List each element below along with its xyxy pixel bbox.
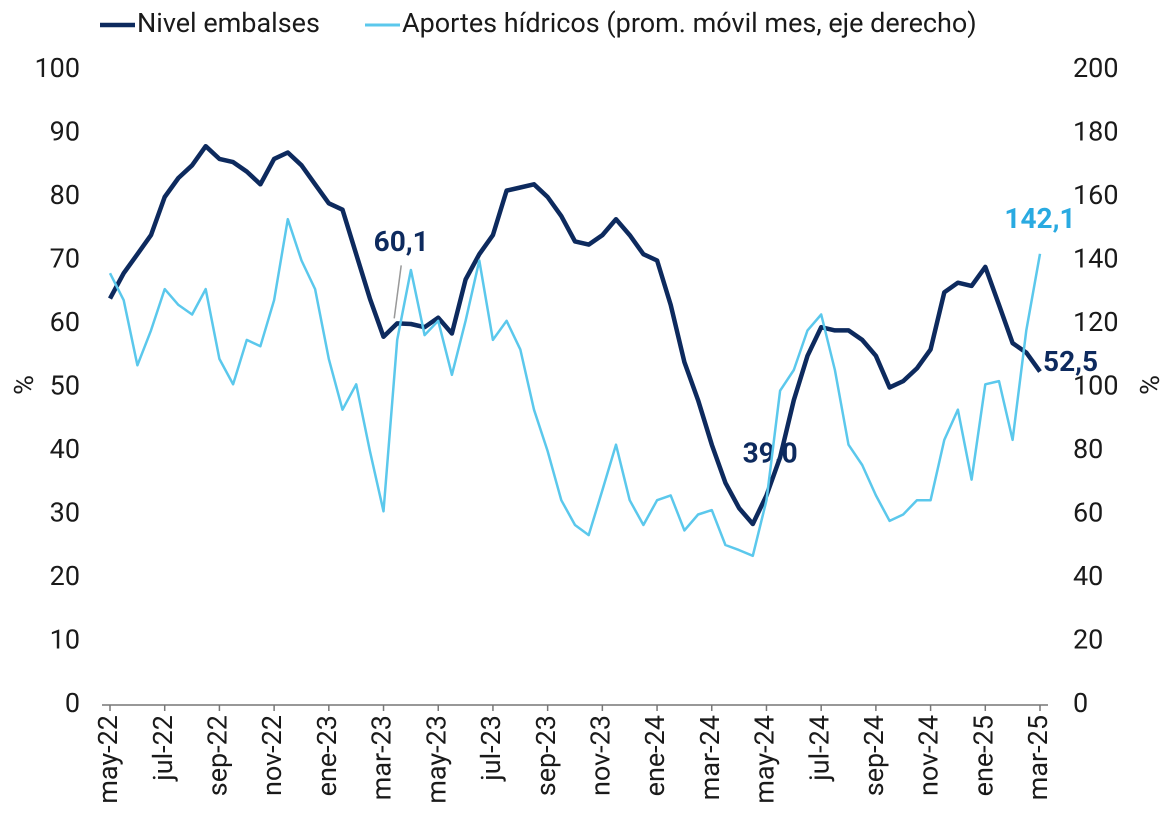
x-tick-label: jul-24 (803, 715, 835, 782)
x-tick-label: sep-22 (202, 715, 234, 796)
y2-tick-label: 120 (1073, 306, 1119, 338)
x-tick-label: mar-23 (366, 715, 398, 800)
y2-tick-label: 20 (1073, 624, 1103, 656)
x-tick-label: jul-22 (147, 715, 179, 782)
data-label: 142,1 (1004, 202, 1075, 235)
legend-label: Nivel embalses (137, 7, 320, 39)
series-line (108, 143, 1042, 527)
data-label: 60,1 (374, 225, 429, 258)
x-tick-label: ene-25 (967, 715, 999, 796)
x-tick-label: mar-24 (694, 715, 726, 800)
y-tick-label: 50 (50, 370, 80, 402)
y-tick-label: 60 (50, 306, 80, 338)
y-tick-label: 10 (50, 624, 80, 656)
x-tick-label: may-23 (420, 715, 452, 804)
x-tick-label: may-22 (92, 715, 124, 804)
y2-tick-label: 0 (1073, 687, 1088, 719)
x-tick-label: nov-22 (256, 715, 288, 796)
x-tick-label: jul-23 (475, 715, 507, 782)
x-tick-label: nov-24 (913, 715, 945, 796)
x-tick-label: sep-23 (530, 715, 562, 796)
y2-tick-label: 40 (1073, 560, 1103, 592)
x-tick-label: may-24 (749, 715, 781, 804)
y2-tick-label: 180 (1073, 116, 1119, 148)
series-line (108, 217, 1042, 558)
y-tick-label: 70 (50, 243, 80, 275)
y-tick-label: 40 (50, 433, 80, 465)
y2-axis-label: % (1134, 375, 1166, 395)
y2-tick-label: 60 (1073, 497, 1103, 529)
x-tick-label: sep-24 (858, 715, 890, 796)
y-tick-label: 100 (34, 52, 80, 84)
y-tick-label: 80 (50, 179, 80, 211)
y-tick-label: 90 (50, 116, 80, 148)
y2-tick-label: 200 (1073, 52, 1119, 84)
y-tick-label: 30 (50, 497, 80, 529)
x-tick-label: ene-24 (639, 715, 671, 796)
data-label: 52,5 (1043, 345, 1098, 378)
y2-tick-label: 100 (1073, 370, 1119, 402)
x-tick-label: mar-25 (1022, 715, 1054, 800)
y-tick-label: 0 (65, 687, 80, 719)
label-leader (393, 265, 402, 319)
y-tick-label: 20 (50, 560, 80, 592)
legend-label: Aportes hídricos (prom. móvil mes, eje d… (402, 7, 977, 39)
y2-tick-label: 140 (1073, 243, 1119, 275)
x-tick-label: nov-23 (584, 715, 616, 796)
y-axis-label: % (8, 375, 40, 395)
x-tick-label: ene-23 (311, 715, 343, 796)
y2-tick-label: 80 (1073, 433, 1103, 465)
y2-tick-label: 160 (1073, 179, 1119, 211)
